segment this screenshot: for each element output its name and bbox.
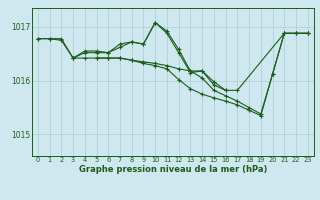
X-axis label: Graphe pression niveau de la mer (hPa): Graphe pression niveau de la mer (hPa) [79, 165, 267, 174]
